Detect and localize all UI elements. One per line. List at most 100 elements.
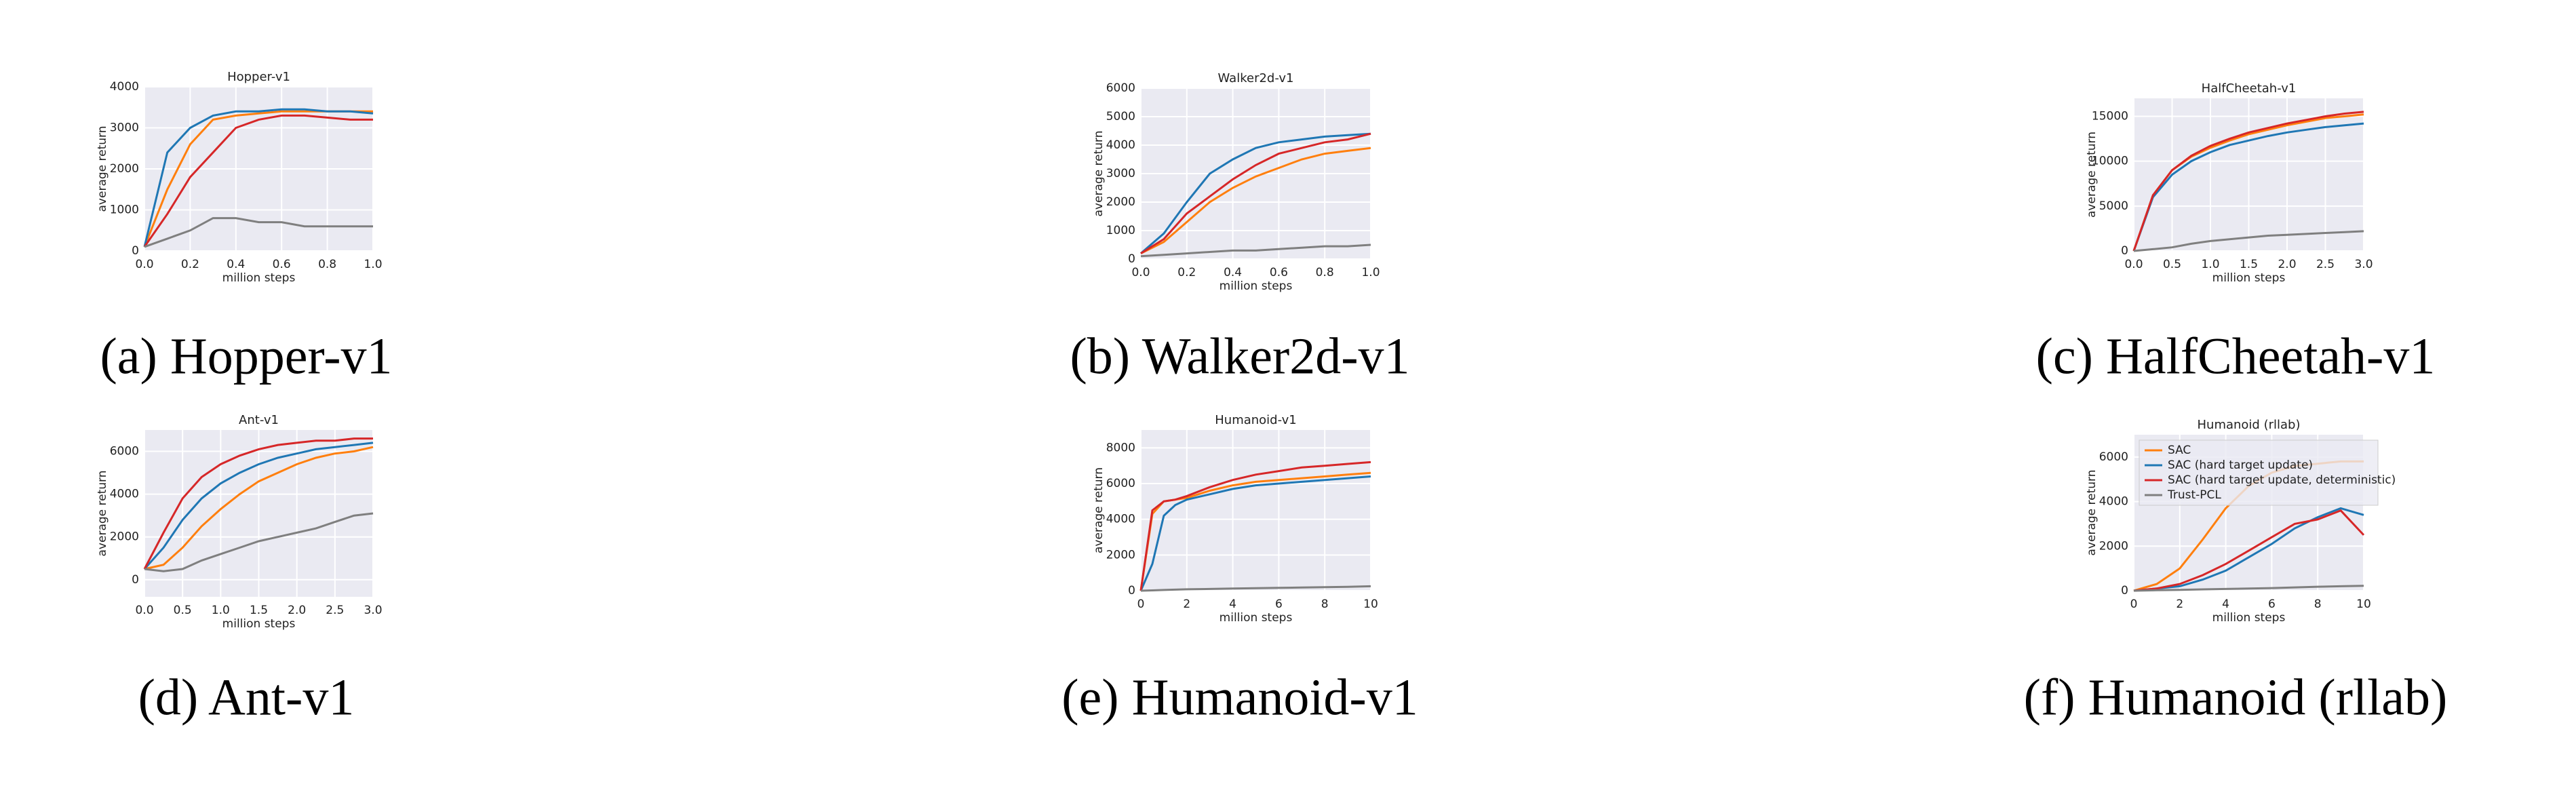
series-line bbox=[2132, 111, 2364, 252]
x-tick-label: 2 bbox=[2176, 598, 2183, 611]
x-axis-label: million steps bbox=[222, 271, 296, 285]
caption: (e) Humanoid-v1 bbox=[1061, 669, 1418, 726]
series-line bbox=[143, 114, 373, 248]
x-axis-label: million steps bbox=[2212, 271, 2286, 285]
series-line bbox=[2133, 509, 2365, 592]
x-tick-label: 0.0 bbox=[135, 258, 153, 271]
x-tick-label: 0.4 bbox=[227, 258, 245, 271]
x-tick-label: 10 bbox=[2356, 598, 2371, 611]
chart-title: Hopper-v1 bbox=[227, 70, 290, 84]
x-axis-label: million steps bbox=[1219, 611, 1293, 625]
x-tick-label: 6 bbox=[2268, 598, 2276, 611]
x-tick-label: 1.0 bbox=[1361, 266, 1380, 279]
x-tick-label: 0 bbox=[2130, 598, 2138, 611]
x-tick-label: 0 bbox=[1137, 598, 1145, 611]
series-line bbox=[144, 217, 373, 248]
x-tick-label: 8 bbox=[2314, 598, 2322, 611]
chart-title: HalfCheetah-v1 bbox=[2202, 81, 2297, 96]
x-tick-label: 0.6 bbox=[273, 258, 291, 271]
chart-title: Ant-v1 bbox=[239, 413, 279, 427]
legend-label: SAC bbox=[2168, 444, 2191, 457]
x-tick-label: 0.0 bbox=[135, 604, 153, 617]
y-tick-label: 2000 bbox=[2099, 539, 2128, 553]
series-line bbox=[1140, 585, 1371, 592]
series-line bbox=[2133, 230, 2364, 252]
x-tick-label: 1.0 bbox=[2201, 258, 2219, 271]
y-tick-label: 0 bbox=[1128, 252, 1135, 266]
series-line bbox=[2133, 585, 2364, 592]
y-tick-label: 0 bbox=[2121, 244, 2128, 258]
y-tick-label: 0 bbox=[132, 573, 139, 587]
legend-label: Trust-PCL bbox=[2167, 488, 2221, 502]
y-tick-label: 2000 bbox=[1106, 548, 1135, 562]
x-tick-label: 0.8 bbox=[1316, 266, 1334, 279]
y-tick-label: 4000 bbox=[1106, 513, 1135, 526]
y-tick-label: 0 bbox=[1128, 584, 1135, 598]
y-tick-label: 4000 bbox=[110, 80, 139, 94]
y-tick-label: 0 bbox=[132, 244, 139, 258]
caption: (f) Humanoid (rllab) bbox=[2024, 669, 2448, 726]
y-tick-label: 5000 bbox=[1106, 110, 1135, 123]
x-tick-label: 2.5 bbox=[2316, 258, 2335, 271]
x-tick-label: 1.5 bbox=[250, 604, 268, 617]
y-tick-label: 3000 bbox=[1106, 167, 1135, 180]
legend-label: SAC (hard target update) bbox=[2168, 458, 2313, 472]
x-tick-label: 0.0 bbox=[2124, 258, 2143, 271]
x-tick-label: 0.2 bbox=[1177, 266, 1196, 279]
y-tick-label: 4000 bbox=[1106, 138, 1135, 152]
chart-title: Humanoid-v1 bbox=[1215, 413, 1296, 427]
y-tick-label: 6000 bbox=[1106, 477, 1135, 490]
x-tick-label: 0.5 bbox=[174, 604, 192, 617]
series-line bbox=[143, 442, 374, 570]
series-line bbox=[2133, 507, 2364, 592]
y-tick-label: 8000 bbox=[1106, 441, 1135, 454]
y-tick-label: 5000 bbox=[2099, 199, 2128, 213]
x-tick-label: 0.2 bbox=[181, 258, 199, 271]
series-line bbox=[1139, 475, 1371, 591]
x-tick-label: 0.8 bbox=[318, 258, 336, 271]
y-tick-label: 4000 bbox=[2099, 495, 2128, 509]
caption: (d) Ant-v1 bbox=[138, 669, 355, 726]
y-tick-label: 6000 bbox=[2099, 450, 2128, 464]
x-tick-label: 0.6 bbox=[1270, 266, 1288, 279]
x-tick-label: 1.5 bbox=[2240, 258, 2258, 271]
plot-background bbox=[1141, 430, 1371, 591]
series-line bbox=[143, 108, 374, 248]
series-line bbox=[2132, 122, 2364, 252]
chart-title: Walker2d-v1 bbox=[1218, 71, 1294, 85]
series-line bbox=[1140, 243, 1371, 258]
y-tick-label: 1000 bbox=[1106, 224, 1135, 237]
x-tick-label: 4 bbox=[1229, 598, 1236, 611]
x-tick-label: 2.5 bbox=[326, 604, 344, 617]
series-line bbox=[143, 437, 373, 570]
series-line bbox=[144, 446, 374, 570]
x-tick-label: 2 bbox=[1183, 598, 1190, 611]
x-tick-label: 4 bbox=[2222, 598, 2229, 611]
caption: (c) HalfCheetah-v1 bbox=[2036, 328, 2436, 385]
x-tick-label: 0.5 bbox=[2163, 258, 2181, 271]
series-line bbox=[1140, 132, 1371, 254]
y-axis-label: average return bbox=[96, 471, 109, 557]
y-tick-label: 0 bbox=[2121, 584, 2128, 598]
series-line bbox=[144, 512, 374, 572]
caption: (a) Hopper-v1 bbox=[100, 328, 392, 385]
x-tick-label: 0.4 bbox=[1224, 266, 1242, 279]
y-tick-label: 2000 bbox=[1106, 195, 1135, 209]
y-axis-label: average return bbox=[96, 126, 109, 212]
x-tick-label: 6 bbox=[1275, 598, 1283, 611]
y-tick-label: 2000 bbox=[110, 530, 139, 544]
series-line bbox=[1140, 146, 1371, 254]
x-tick-label: 1.0 bbox=[212, 604, 230, 617]
x-axis-label: million steps bbox=[1219, 279, 1293, 293]
y-tick-label: 4000 bbox=[110, 488, 139, 501]
y-tick-label: 3000 bbox=[110, 121, 139, 135]
x-axis-label: million steps bbox=[222, 617, 296, 631]
x-tick-label: 2.0 bbox=[288, 604, 306, 617]
caption: (b) Walker2d-v1 bbox=[1070, 328, 1409, 385]
legend-box bbox=[2139, 439, 2379, 506]
x-tick-label: 0.0 bbox=[1131, 266, 1150, 279]
y-tick-label: 6000 bbox=[1106, 81, 1135, 95]
x-axis-label: million steps bbox=[2212, 611, 2286, 625]
y-tick-label: 2000 bbox=[110, 162, 139, 176]
